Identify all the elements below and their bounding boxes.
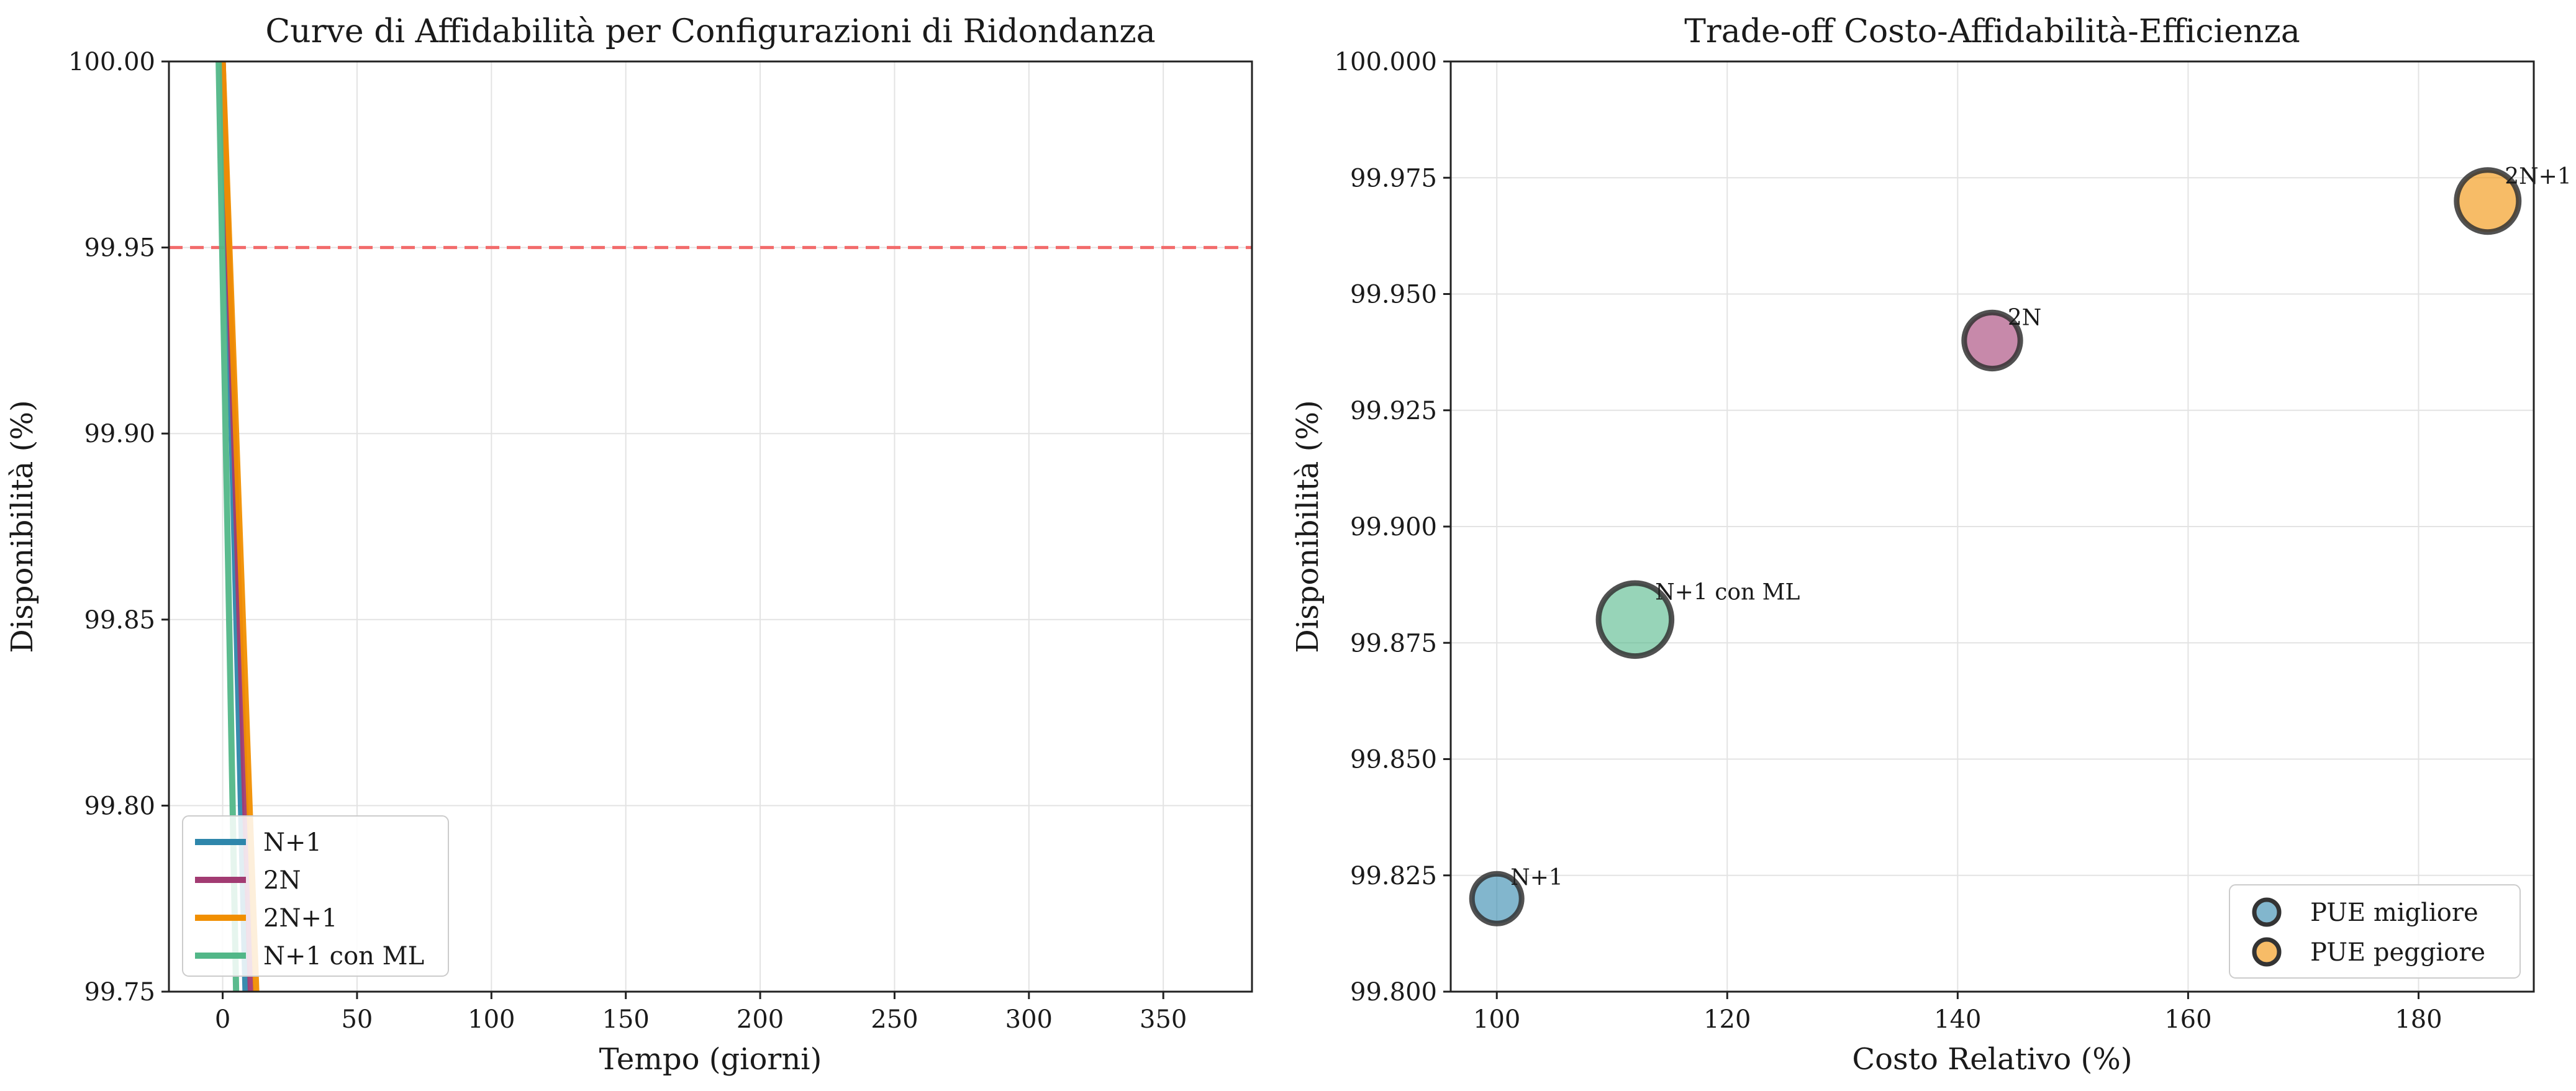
- scatter-chart-title: Trade-off Costo-Affidabilità-Efficienza: [1684, 13, 2300, 50]
- point-annotation-1: 2N: [2008, 306, 2041, 331]
- legend-label-0: N+1: [263, 828, 322, 857]
- scatter-chart-xtick-label: 160: [2164, 1005, 2211, 1034]
- scatter-chart-xtick-label: 140: [1934, 1005, 1981, 1034]
- line-chart-plot-frame: [168, 60, 1253, 993]
- line-chart-xtick-label: 200: [737, 1005, 784, 1034]
- scatter-chart-ytick-label: 99.825: [1350, 862, 1437, 890]
- scatter-chart-xtick-label: 180: [2395, 1005, 2442, 1034]
- scatter-chart-plot-frame: [1449, 60, 2535, 993]
- point-annotation-3: N+1 con ML: [1655, 579, 1800, 605]
- line-chart-ytick-label: 99.85: [84, 606, 155, 635]
- scatter-chart-ytick-label: 99.975: [1350, 164, 1437, 192]
- scatter-point-2: [2454, 167, 2522, 235]
- line-chart-ytick-label: 100.00: [68, 48, 155, 76]
- line-chart-xtick-label: 150: [602, 1005, 650, 1034]
- scatter-chart-xtick-label: 100: [1473, 1005, 1520, 1034]
- scatter-point-1: [1961, 309, 2023, 372]
- scatter-chart-xlabel: Costo Relativo (%): [1852, 1042, 2132, 1077]
- legend-marker-1: [2252, 937, 2282, 967]
- line-chart-legend-box: [182, 815, 449, 977]
- scatter-chart-plot-area: N+1 2N 2N+1 N+1 con ML: [1469, 164, 2572, 926]
- scatter-point-0: [1469, 871, 1525, 926]
- reliability-curves-chart: 0 50 100 150 200 250 300 350 99.75 99.80 99.85 99.9…: [5, 13, 1253, 1077]
- line-chart-xtick-label: 350: [1140, 1005, 1187, 1034]
- line-chart-ytick-label: 99.90: [84, 420, 155, 448]
- line-chart-xtick-label: 50: [341, 1005, 373, 1034]
- scatter-chart-legend-box: [2229, 884, 2521, 979]
- cost-reliability-tradeoff-chart: 100 120 140 160 180 99.800 99.825 99.850 99.875 9…: [1290, 13, 2572, 1077]
- line-chart-ytick-label: 99.75: [84, 978, 155, 1007]
- scatter-chart-xtick-label: 120: [1703, 1005, 1751, 1034]
- legend-label-3: N+1 con ML: [263, 942, 424, 971]
- point-annotation-0: N+1: [1510, 865, 1563, 890]
- scatter-chart-ytick-label: 99.900: [1350, 513, 1437, 541]
- legend-label-1: PUE peggiore: [2310, 938, 2485, 967]
- line-chart-xtick-label: 250: [871, 1005, 918, 1034]
- line-chart-ytick-label: 99.80: [84, 792, 155, 820]
- scatter-chart-ytick-label: 99.800: [1350, 978, 1437, 1007]
- scatter-chart-ytick-label: 100.000: [1335, 48, 1437, 76]
- legend-label-2: 2N+1: [263, 904, 337, 933]
- line-chart-ylabel: Disponibilità (%): [5, 400, 40, 653]
- line-chart-xtick-label: 100: [468, 1005, 515, 1034]
- line-chart-ytick-label: 99.95: [84, 234, 155, 263]
- line-chart-title: Curve di Affidabilità per Configurazioni…: [265, 13, 1155, 50]
- legend-label-1: 2N: [263, 866, 301, 895]
- line-chart-xtick-label: 0: [215, 1005, 230, 1034]
- legend-marker-0: [2252, 897, 2282, 927]
- scatter-chart-ytick-label: 99.850: [1350, 746, 1437, 774]
- scatter-point-3: [1595, 580, 1675, 659]
- scatter-chart-ytick-label: 99.875: [1350, 629, 1437, 658]
- line-chart-xtick-label: 300: [1005, 1005, 1053, 1034]
- scatter-chart-ytick-label: 99.925: [1350, 397, 1437, 425]
- scatter-chart-ytick-label: 99.950: [1350, 281, 1437, 309]
- point-annotation-2: 2N+1: [2505, 164, 2571, 189]
- legend-label-0: PUE migliore: [2310, 899, 2478, 927]
- line-chart-xlabel: Tempo (giorni): [599, 1042, 822, 1077]
- scatter-chart-ylabel: Disponibilità (%): [1290, 400, 1325, 653]
